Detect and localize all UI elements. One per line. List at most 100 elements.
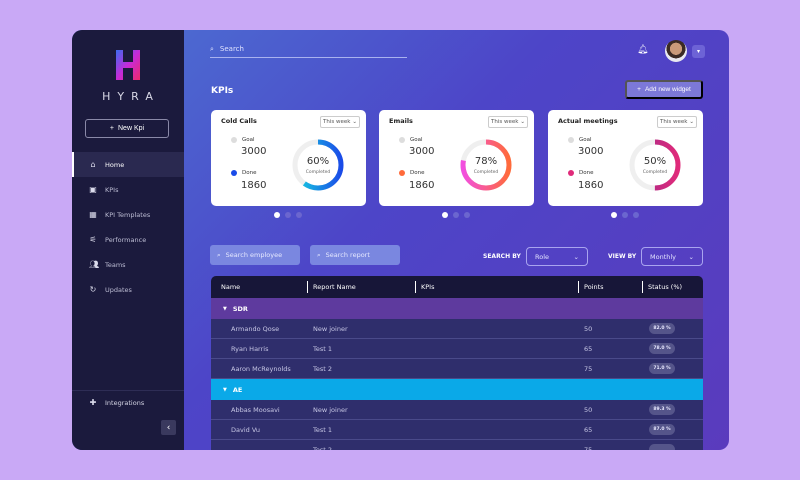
percent-completed: 60% (306, 156, 330, 167)
points: 65 (584, 426, 593, 434)
collapse-sidebar-button[interactable]: ‹ (161, 420, 176, 435)
plus-icon: + (109, 125, 114, 132)
profile-menu-button[interactable]: ▾ (692, 45, 705, 58)
table-row[interactable]: Aaron McReynolds Test 2 75 71.0 % (211, 359, 703, 379)
view-by-select[interactable]: Monthly ⌄ (641, 247, 703, 266)
points: 50 (584, 325, 593, 333)
goal-value: 3000 (578, 146, 604, 157)
period-select[interactable]: This week ⌄ (488, 116, 528, 128)
table-row[interactable]: David Vu Test 1 65 87.0 % (211, 420, 703, 440)
chevron-down-icon: ⌄ (688, 252, 694, 261)
points: 50 (584, 406, 593, 414)
search-icon: ⌕ (217, 250, 221, 259)
table-row[interactable]: Abbas Moosavi New joiner 50 89.3 % (211, 400, 703, 420)
chevron-down-icon: ⌄ (573, 252, 579, 261)
column-divider (415, 281, 416, 293)
table-row[interactable]: Ryan Harris Test 1 65 78.0 % (211, 339, 703, 359)
table-row[interactable]: Armando Qose New joiner 50 82.0 % (211, 319, 703, 339)
carousel-dot[interactable] (622, 212, 628, 218)
done-value: 1860 (578, 180, 604, 191)
kpi-card: Cold Calls This week ⌄ Goal 3000 Done 186… (211, 110, 366, 206)
puzzle-icon: ✚ (89, 397, 97, 407)
sidebar-item-kpi-templates[interactable]: ▦ KPI Templates (89, 209, 151, 219)
group-row-sdr[interactable]: ▼ SDR (211, 298, 703, 319)
templates-icon: ▦ (89, 209, 97, 219)
view-by-label: VIEW BY (608, 253, 637, 260)
table-header: Name Report Name KPIs Points Status (%) (211, 276, 703, 298)
sidebar: HYRA + New Kpi ⌂ Home ▣ KPIs ▦ KPI Templates ⚟ P… (72, 30, 184, 450)
new-kpi-button[interactable]: + New Kpi (85, 119, 169, 138)
kpi-card: Actual meetings This week ⌄ Goal 3000 Don… (548, 110, 703, 206)
group-row-ae[interactable]: ▼ AE (211, 379, 703, 400)
period-select[interactable]: This week ⌄ (657, 116, 697, 128)
carousel-dot[interactable] (611, 212, 617, 218)
chevron-left-icon: ‹ (166, 422, 171, 433)
progress-ring (460, 139, 512, 191)
goal-dot (231, 137, 237, 143)
period-select[interactable]: This week ⌄ (320, 116, 360, 128)
search-by-label: SEARCH BY (483, 253, 521, 260)
carousel-dot[interactable] (633, 212, 639, 218)
done-legend: Done (568, 170, 593, 176)
chevron-down-icon: ⌄ (689, 119, 695, 125)
goal-dot (568, 137, 574, 143)
column-header[interactable]: Name (221, 283, 241, 291)
column-header[interactable]: KPIs (421, 283, 435, 291)
ring-progress (292, 139, 344, 191)
carousel-dots (611, 212, 639, 218)
table-row[interactable]: Test 2 75 (211, 440, 703, 450)
done-value: 1860 (241, 180, 267, 191)
carousel-dot[interactable] (296, 212, 302, 218)
sidebar-item-updates[interactable]: ↻ Updates (89, 284, 132, 294)
column-header[interactable]: Report Name (313, 283, 356, 291)
done-legend: Done (231, 170, 256, 176)
done-dot (399, 170, 405, 176)
sidebar-item-kpis[interactable]: ▣ KPIs (89, 184, 119, 194)
ring-progress (460, 139, 512, 191)
avatar[interactable] (665, 40, 687, 62)
report-name: Test 1 (313, 426, 333, 434)
sidebar-item-performance[interactable]: ⚟ Performance (89, 234, 147, 244)
employee-name: David Vu (231, 426, 260, 434)
column-divider (578, 281, 579, 293)
goal-value: 3000 (409, 146, 435, 157)
search-report-input[interactable]: ⌕ Search report (310, 245, 400, 265)
column-divider (642, 281, 643, 293)
percent-completed: 78% (474, 156, 498, 167)
employee-name: Ryan Harris (231, 345, 269, 353)
sidebar-item-teams[interactable]: 👥︎ Teams (89, 259, 126, 269)
search-by-select[interactable]: Role ⌄ (526, 247, 588, 266)
employee-name: Armando Qose (231, 325, 280, 333)
carousel-dots (274, 212, 302, 218)
chevron-down-icon: ▾ (696, 48, 700, 55)
carousel-dot[interactable] (285, 212, 291, 218)
chevron-down-icon: ⌄ (352, 119, 358, 125)
search-icon: ⌕ (317, 250, 321, 259)
caret-down-icon: ▼ (223, 305, 227, 312)
brand-name: HYRA (102, 90, 160, 103)
sidebar-nav: ⌂ Home ▣ KPIs ▦ KPI Templates ⚟ Performance 👥︎ Te… (72, 152, 184, 302)
status-badge: 89.3 % (649, 404, 675, 415)
sidebar-item-integrations[interactable]: ✚ Integrations (72, 390, 184, 414)
sidebar-item-home[interactable]: ⌂ Home (72, 152, 184, 177)
carousel-dot[interactable] (464, 212, 470, 218)
column-header[interactable]: Points (584, 283, 604, 291)
add-widget-button[interactable]: + Add new widget (625, 80, 703, 99)
carousel-dot[interactable] (274, 212, 280, 218)
ring-progress (629, 139, 681, 191)
search-employee-input[interactable]: ⌕ Search employee (210, 245, 300, 265)
carousel-dot[interactable] (442, 212, 448, 218)
search-input[interactable]: ⌕ Search (210, 41, 407, 58)
report-name: Test 1 (313, 345, 333, 353)
app-window: HYRA + New Kpi ⌂ Home ▣ KPIs ▦ KPI Templates ⚟ P… (72, 30, 729, 450)
carousel-dots (442, 212, 470, 218)
goal-legend: Goal (231, 137, 255, 143)
carousel-dot[interactable] (453, 212, 459, 218)
column-header[interactable]: Status (%) (648, 283, 683, 291)
done-value: 1860 (409, 180, 435, 191)
points: 75 (584, 446, 593, 450)
teams-icon: 👥︎ (89, 259, 100, 269)
employee-name: Abbas Moosavi (231, 406, 280, 414)
goal-legend: Goal (568, 137, 592, 143)
bell-icon[interactable]: 🔔︎ (637, 45, 649, 55)
